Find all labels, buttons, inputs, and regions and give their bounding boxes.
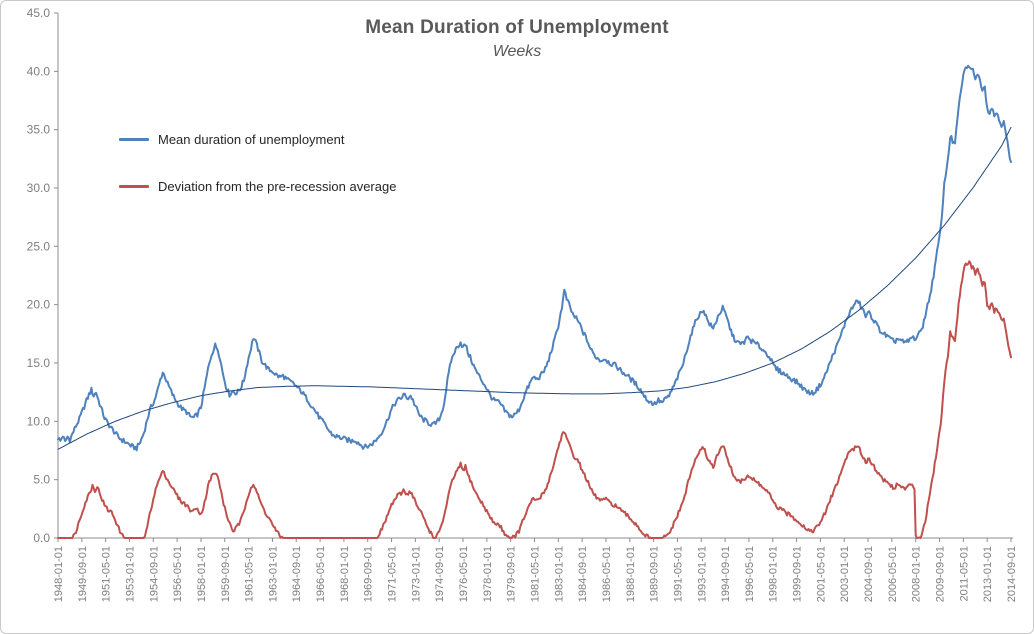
legend-item-deviation: Deviation from the pre-recession average [119, 176, 396, 196]
svg-text:1954-09-01: 1954-09-01 [148, 546, 160, 602]
svg-text:1993-01-01: 1993-01-01 [696, 546, 708, 602]
svg-text:2008-01-01: 2008-01-01 [911, 546, 923, 602]
legend-item-mean-duration: Mean duration of unemployment [119, 129, 396, 149]
svg-text:1956-05-01: 1956-05-01 [172, 546, 184, 602]
svg-text:35.0: 35.0 [27, 123, 51, 137]
svg-text:2014-09-01: 2014-09-01 [1006, 546, 1018, 602]
svg-text:20.0: 20.0 [27, 298, 51, 312]
svg-text:1998-01-01: 1998-01-01 [768, 546, 780, 602]
svg-text:1979-09-01: 1979-09-01 [506, 546, 518, 602]
series-line-1 [57, 260, 1012, 539]
legend-label-deviation: Deviation from the pre-recession average [158, 178, 397, 194]
svg-text:1994-09-01: 1994-09-01 [720, 546, 732, 602]
svg-text:1996-05-01: 1996-05-01 [744, 546, 756, 602]
svg-text:5.0: 5.0 [33, 473, 50, 487]
y-axis-labels: 0.0 5.0 10.0 15.0 20.0 25.0 30.0 35.0 40.0 45.0 [27, 6, 58, 545]
svg-text:2013-01-01: 2013-01-01 [982, 546, 994, 602]
svg-text:2003-01-01: 2003-01-01 [839, 546, 851, 602]
svg-text:1959-09-01: 1959-09-01 [220, 546, 232, 602]
svg-text:2004-09-01: 2004-09-01 [863, 546, 875, 602]
legend-swatch-deviation [119, 184, 149, 188]
svg-text:1971-05-01: 1971-05-01 [387, 546, 399, 602]
svg-text:1969-09-01: 1969-09-01 [363, 546, 375, 602]
svg-text:1973-01-01: 1973-01-01 [410, 546, 422, 602]
svg-text:1961-05-01: 1961-05-01 [244, 546, 256, 602]
svg-text:1949-09-01: 1949-09-01 [77, 546, 89, 602]
svg-text:40.0: 40.0 [27, 64, 51, 78]
svg-text:1989-09-01: 1989-09-01 [649, 546, 661, 602]
legend: Mean duration of unemployment Deviation … [119, 129, 396, 223]
chart-subtitle: Weeks [492, 43, 542, 60]
chart-title: Mean Duration of Unemployment [365, 17, 669, 38]
svg-text:1976-05-01: 1976-05-01 [458, 546, 470, 602]
svg-text:1968-01-01: 1968-01-01 [339, 546, 351, 602]
svg-text:2009-09-01: 2009-09-01 [935, 546, 947, 602]
svg-text:1974-09-01: 1974-09-01 [434, 546, 446, 602]
axes [57, 13, 1013, 539]
svg-text:2011-05-01: 2011-05-01 [958, 546, 970, 601]
svg-text:1988-01-01: 1988-01-01 [625, 546, 637, 602]
svg-text:1963-01-01: 1963-01-01 [267, 546, 279, 602]
svg-text:15.0: 15.0 [27, 356, 51, 370]
svg-text:1984-09-01: 1984-09-01 [577, 546, 589, 602]
svg-text:1948-01-01: 1948-01-01 [53, 546, 65, 602]
legend-label-mean: Mean duration of unemployment [158, 131, 345, 147]
svg-text:1951-05-01: 1951-05-01 [101, 546, 113, 602]
svg-text:10.0: 10.0 [27, 414, 51, 428]
svg-text:25.0: 25.0 [27, 239, 51, 253]
x-axis-labels: 1948-01-01 1949-09-01 1951-05-01 1953-01-01… [53, 538, 1018, 602]
svg-text:1958-01-01: 1958-01-01 [196, 546, 208, 602]
svg-text:1983-01-01: 1983-01-01 [553, 546, 565, 602]
svg-text:1966-05-01: 1966-05-01 [315, 546, 327, 602]
svg-text:1978-01-01: 1978-01-01 [482, 546, 494, 602]
legend-swatch-mean [119, 137, 149, 141]
svg-text:2001-05-01: 2001-05-01 [815, 546, 827, 602]
svg-text:0.0: 0.0 [33, 531, 50, 545]
svg-text:1964-09-01: 1964-09-01 [291, 546, 303, 602]
svg-text:1999-09-01: 1999-09-01 [792, 546, 804, 602]
svg-text:1986-05-01: 1986-05-01 [601, 546, 613, 602]
svg-text:45.0: 45.0 [27, 6, 51, 20]
svg-text:2006-05-01: 2006-05-01 [887, 546, 899, 602]
svg-text:1991-05-01: 1991-05-01 [672, 546, 684, 602]
series-line-0 [57, 64, 1012, 452]
svg-text:1953-01-01: 1953-01-01 [124, 546, 136, 602]
svg-text:30.0: 30.0 [27, 181, 51, 195]
series-line-2 [57, 126, 1012, 450]
svg-text:1981-05-01: 1981-05-01 [529, 546, 541, 602]
